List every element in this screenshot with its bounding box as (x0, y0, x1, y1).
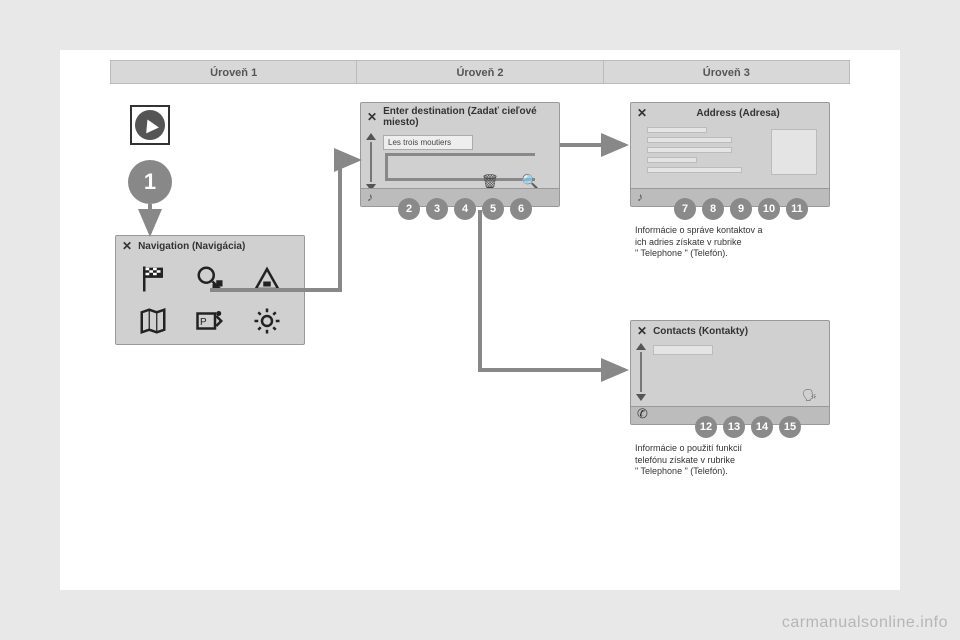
navigation-mode-icon (130, 105, 170, 145)
scroll-up-icon[interactable] (366, 133, 376, 140)
traffic-icon[interactable] (239, 258, 296, 300)
step-5-marker: 5 (482, 198, 504, 220)
enter-destination-title: Enter destination (Zadať cieľové miesto) (383, 106, 553, 128)
navigation-icon-grid: P (116, 256, 304, 344)
level-2-header: Úroveň 2 (357, 61, 603, 83)
caption-line: Informácie o správe kontaktov a (635, 225, 835, 237)
flow-indicator (385, 153, 535, 181)
watermark-text: carmanualsonline.info (782, 614, 948, 632)
caption-line: Informácie o použití funkcií (635, 443, 835, 455)
step-8-marker: 8 (702, 198, 724, 220)
caption-line: ich adries získate v rubrike (635, 237, 835, 249)
contacts-caption: Informácie o použití funkcií telefónu zí… (635, 443, 835, 478)
route-options-icon[interactable]: P (181, 300, 238, 342)
navigation-panel: ✕ Navigation (Navigácia) P (115, 235, 305, 345)
step-15-marker: 15 (779, 416, 801, 438)
level-3-header: Úroveň 3 (604, 61, 849, 83)
phone-icon[interactable]: ✆ (637, 406, 648, 422)
destination-input[interactable]: Les trois moutiers (383, 135, 473, 150)
navigation-panel-title: Navigation (Navigácia) (138, 241, 245, 252)
step-12-marker: 12 (695, 416, 717, 438)
compass-icon (135, 110, 165, 140)
caption-line: " Telephone " (Telefón). (635, 466, 835, 478)
address-step-numbers: 7 8 9 10 11 (674, 198, 808, 220)
step-6-marker: 6 (510, 198, 532, 220)
destination-step-numbers: 2 3 4 5 6 (398, 198, 532, 220)
contacts-panel-title: Contacts (Kontakty) (653, 326, 748, 337)
flag-icon[interactable] (124, 258, 181, 300)
caption-line: " Telephone " (Telefón). (635, 248, 835, 260)
address-caption: Informácie o správe kontaktov a ich adri… (635, 225, 835, 260)
scroll-bar[interactable] (637, 343, 645, 401)
step-13-marker: 13 (723, 416, 745, 438)
scroll-up-icon[interactable] (636, 343, 646, 350)
level-header: Úroveň 1 Úroveň 2 Úroveň 3 (110, 60, 850, 84)
step-14-marker: 14 (751, 416, 773, 438)
music-note-icon[interactable]: ♪ (637, 190, 643, 204)
music-note-icon[interactable]: ♪ (367, 190, 373, 204)
step-9-marker: 9 (730, 198, 752, 220)
caption-line: telefónu získate v rubrike (635, 455, 835, 467)
contacts-panel: ✕ Contacts (Kontakty) 🗣 ✆ (630, 320, 830, 425)
address-fields[interactable] (647, 127, 747, 177)
step-11-marker: 11 (786, 198, 808, 220)
step-4-marker: 4 (454, 198, 476, 220)
contact-entry[interactable] (653, 345, 713, 355)
map-icon[interactable] (124, 300, 181, 342)
scroll-bar[interactable] (367, 133, 375, 191)
map-thumbnail (771, 129, 817, 175)
close-icon[interactable]: ✕ (637, 324, 647, 338)
settings-gear-icon[interactable] (239, 300, 296, 342)
address-panel-title: Address (Adresa) (696, 108, 779, 119)
page: Úroveň 1 Úroveň 2 Úroveň 3 1 ✕ Navigatio… (60, 50, 900, 590)
step-10-marker: 10 (758, 198, 780, 220)
step-1-marker: 1 (128, 160, 172, 204)
address-panel: ✕ Address (Adresa) ♪ (630, 102, 830, 207)
enter-destination-panel: ✕ Enter destination (Zadať cieľové miest… (360, 102, 560, 207)
close-icon[interactable]: ✕ (637, 106, 647, 120)
step-2-marker: 2 (398, 198, 420, 220)
step-7-marker: 7 (674, 198, 696, 220)
scroll-down-icon[interactable] (636, 394, 646, 401)
contacts-step-numbers: 12 13 14 15 (695, 416, 801, 438)
level-1-header: Úroveň 1 (111, 61, 357, 83)
close-icon[interactable]: ✕ (367, 110, 377, 124)
step-3-marker: 3 (426, 198, 448, 220)
search-poi-icon[interactable] (181, 258, 238, 300)
svg-text:P: P (200, 317, 207, 328)
close-icon[interactable]: ✕ (122, 239, 132, 253)
voice-icon[interactable]: 🗣 (802, 388, 817, 402)
